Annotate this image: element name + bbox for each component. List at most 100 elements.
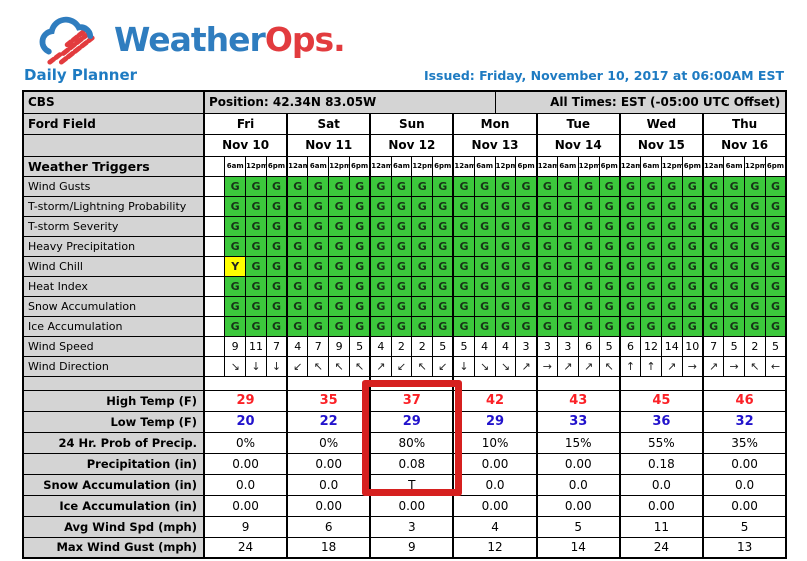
trigger-cell: G (473, 275, 496, 297)
brand-wordmark: WeatherOps. (114, 20, 346, 59)
wind-direction-label: Wind Direction (22, 355, 205, 377)
trigger-cell: G (452, 195, 475, 217)
summary-value-wed: 0.0 (618, 473, 704, 496)
trigger-row-wind-gusts: Wind Gusts G G G G G G G G G G G G G G G G G G G G G G G G G G G (22, 175, 787, 197)
trigger-cell: G (577, 195, 600, 217)
trigger-cell: G (224, 235, 247, 257)
trigger-cell-blank (203, 235, 226, 257)
time-label: 12am (286, 155, 309, 177)
wind-speed-cell: 2 (744, 335, 766, 357)
wind-direction-arrow: ↓ (265, 355, 288, 377)
trigger-cell: G (681, 315, 704, 337)
time-label: 6am (640, 155, 662, 177)
wind-direction-arrow: ↖ (307, 355, 330, 377)
trigger-row-label: Wind Gusts (22, 175, 205, 197)
trigger-cell: G (535, 195, 558, 217)
trigger-cell: G (723, 315, 745, 337)
summary-value-sun: 9 (369, 536, 454, 559)
trigger-cell: G (369, 295, 392, 317)
trigger-cell: G (764, 215, 787, 237)
trigger-cell: G (535, 315, 558, 337)
trigger-cell: G (640, 195, 662, 217)
time-label: 6pm (348, 155, 371, 177)
trigger-cell: G (598, 235, 621, 257)
trigger-cell: G (723, 195, 745, 217)
trigger-cell: G (723, 275, 745, 297)
time-label: 12am (535, 155, 558, 177)
trigger-cell: G (640, 175, 662, 197)
summary-row-label: Avg Wind Spd (mph) (22, 515, 205, 538)
trigger-cell: G (660, 275, 683, 297)
summary-value-sat: 0.00 (286, 452, 371, 475)
summary-row-high-temp-f: High Temp (F) 29 35 37 42 43 45 46 (22, 389, 787, 412)
trigger-cell: G (681, 255, 704, 277)
trigger-cell: G (452, 275, 475, 297)
trigger-cell: G (411, 275, 434, 297)
trigger-cell: G (494, 255, 517, 277)
wind-rows: Wind Speed 9 11 7 4 7 9 5 4 2 2 5 5 4 4 3 3 3 6 5 6 12 14 10 7 5 2… (22, 335, 787, 377)
summary-value-fri: 24 (202, 536, 288, 559)
wind-direction-arrow: ↘ (473, 355, 496, 377)
trigger-cell: G (432, 195, 454, 217)
trigger-cell: G (515, 215, 538, 237)
trigger-cell: G (286, 235, 309, 257)
trigger-cell: G (411, 255, 434, 277)
trigger-cell: G (265, 295, 288, 317)
summary-value-wed: 0.00 (618, 494, 704, 517)
trigger-cell: G (618, 215, 642, 237)
trigger-cell: G (432, 295, 454, 317)
day-date-mon: Nov 13 (452, 133, 538, 157)
trigger-cell: G (307, 235, 330, 257)
day-name-sat: Sat (286, 112, 371, 135)
trigger-cell: G (245, 295, 267, 317)
spacer-day-cell (535, 375, 621, 391)
summary-value-fri: 20 (202, 410, 288, 433)
trigger-row-heat-index: Heat Index G G G G G G G G G G G G G G G G G G G G G G G G G G G (22, 275, 787, 297)
wind-speed-cell: 10 (681, 335, 704, 357)
trigger-cell: G (515, 175, 538, 197)
summary-value-tue: 5 (535, 515, 621, 538)
trigger-cell: G (307, 315, 330, 337)
trigger-cell: G (764, 235, 787, 257)
summary-value-mon: 12 (452, 536, 538, 559)
trigger-cell: G (618, 195, 642, 217)
day-name-sun: Sun (369, 112, 454, 135)
venue-name: Ford Field (22, 112, 205, 135)
trigger-cell: G (348, 255, 371, 277)
trigger-cell: G (328, 275, 350, 297)
trigger-cell: G (515, 235, 538, 257)
summary-value-tue: 15% (535, 431, 621, 454)
wind-speed-cell: 5 (598, 335, 621, 357)
summary-value-sat: 0.00 (286, 494, 371, 517)
trigger-cell: G (328, 315, 350, 337)
summary-value-wed: 45 (618, 389, 704, 412)
trigger-cell: G (286, 255, 309, 277)
trigger-cell: G (494, 235, 517, 257)
trigger-cell: G (369, 235, 392, 257)
trigger-cell: G (577, 215, 600, 237)
trigger-cell: G (307, 255, 330, 277)
trigger-cell: G (660, 315, 683, 337)
trigger-cell: G (681, 235, 704, 257)
spacer-day-cell (701, 375, 787, 391)
trigger-cell: G (348, 295, 371, 317)
trigger-cell: G (348, 275, 371, 297)
day-date-sat: Nov 11 (286, 133, 371, 157)
trigger-cell: G (598, 275, 621, 297)
trigger-cell: G (556, 235, 579, 257)
trigger-cell: G (390, 195, 413, 217)
wind-speed-cell: 7 (701, 335, 725, 357)
trigger-cell: G (577, 175, 600, 197)
trigger-cell: G (307, 175, 330, 197)
trigger-cell: G (494, 215, 517, 237)
trigger-cell: G (764, 195, 787, 217)
trigger-cell: G (660, 175, 683, 197)
summary-value-tue: 43 (535, 389, 621, 412)
trigger-cell: G (577, 295, 600, 317)
trigger-cell: G (701, 315, 725, 337)
wind-direction-arrow: → (723, 355, 745, 377)
trigger-cell: G (618, 275, 642, 297)
wind-speed-cell: 5 (764, 335, 787, 357)
trigger-cell: G (328, 175, 350, 197)
